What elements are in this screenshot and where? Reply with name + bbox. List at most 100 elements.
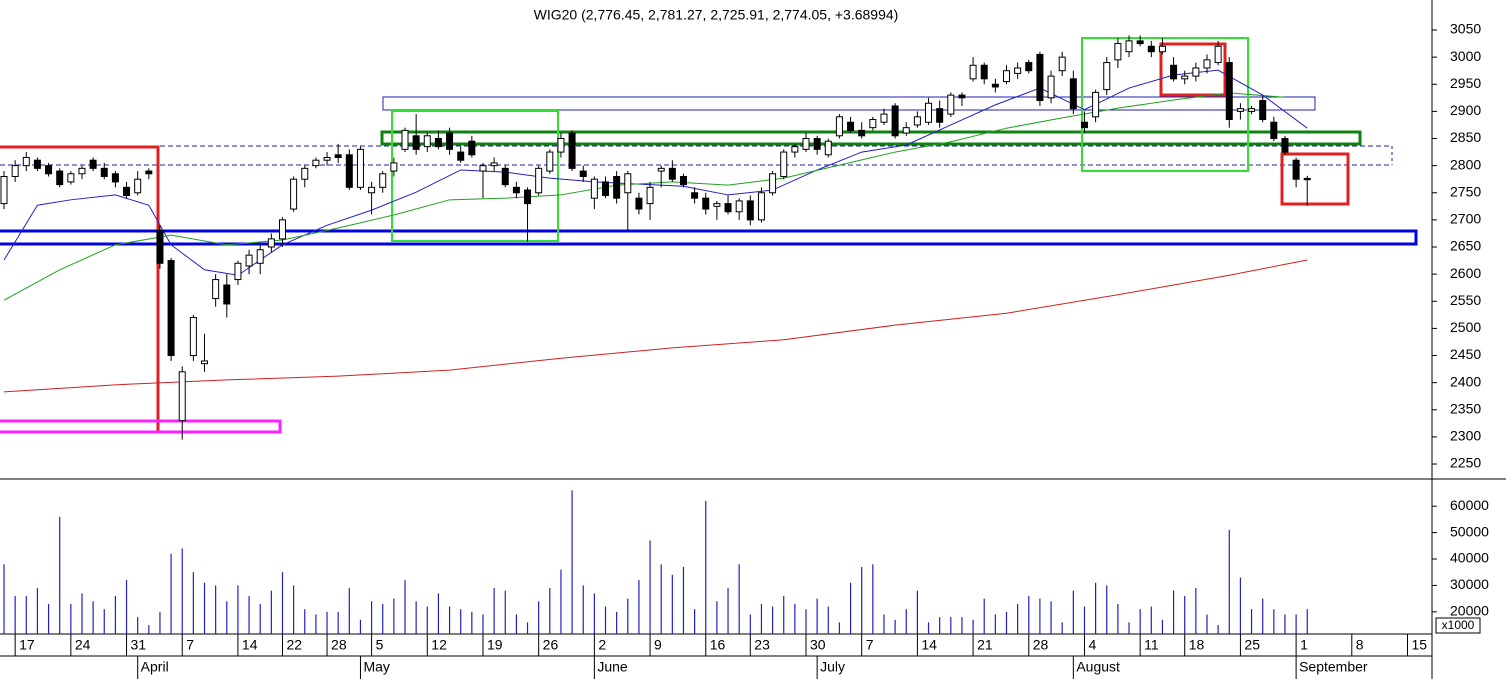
candle-body	[869, 119, 877, 129]
candle-body	[334, 154, 342, 158]
candle-body	[568, 132, 576, 169]
candle-body	[880, 113, 888, 123]
candle-body	[824, 140, 832, 156]
candle-body	[1192, 67, 1200, 77]
candle-body	[991, 83, 999, 88]
candle-body	[746, 200, 754, 221]
candle-body	[501, 167, 509, 186]
y-tick-label: 2400	[1450, 373, 1481, 389]
month-label: May	[363, 659, 389, 675]
x-tick-label: 12	[431, 637, 447, 653]
x-tick-label: 14	[921, 637, 937, 653]
candle-body	[512, 186, 520, 194]
candle-body	[323, 156, 331, 161]
y-tick-label: 3050	[1450, 21, 1481, 37]
y-tick-label: 2300	[1450, 428, 1481, 444]
candle-body	[390, 162, 398, 172]
x-tick-label: 22	[286, 637, 302, 653]
x-tick-label: 5	[376, 637, 384, 653]
candle-body	[1136, 40, 1144, 45]
moving-average	[3, 92, 1286, 301]
candle-body	[579, 170, 587, 177]
candle-body	[1058, 56, 1066, 72]
candle-body	[980, 64, 988, 80]
candle-body	[624, 173, 632, 194]
candle-body	[401, 129, 409, 150]
y-tick-label: 50000	[1450, 523, 1489, 539]
x-tick-label: 25	[1244, 637, 1260, 653]
candle-body	[178, 371, 186, 422]
candle-body	[769, 173, 777, 194]
y-tick-label: 2900	[1450, 102, 1481, 118]
candle-body	[212, 279, 220, 300]
candle-body	[1125, 40, 1133, 53]
candle-body	[457, 151, 465, 161]
candle-body	[256, 249, 264, 264]
candle-body	[1214, 45, 1222, 64]
candle-body	[223, 284, 231, 305]
unit-box	[1435, 617, 1481, 634]
y-tick-label: 20000	[1450, 603, 1489, 619]
candle-body	[412, 135, 420, 150]
candle-body	[56, 170, 64, 186]
candle-body	[1225, 62, 1233, 121]
candle-body	[724, 203, 732, 213]
candle-body	[301, 167, 309, 180]
candle-body	[423, 135, 431, 148]
candle-body	[1036, 53, 1044, 102]
candle-body	[1047, 75, 1055, 99]
candle-body	[379, 173, 387, 188]
x-tick-label: 23	[754, 637, 770, 653]
candle-body	[479, 165, 487, 172]
candle-body	[156, 230, 164, 264]
candle-body	[557, 138, 565, 153]
y-tick-label: 60000	[1450, 497, 1489, 513]
x-tick-label: 9	[654, 637, 662, 653]
candle-body	[835, 116, 843, 137]
candle-body	[278, 219, 286, 240]
y-tick-label: 30000	[1450, 576, 1489, 592]
candle-body	[1114, 43, 1122, 61]
chart-title: WIG20 (2,776.45, 2,781.27, 2,725.91, 2,7…	[534, 7, 899, 23]
candle-body	[702, 197, 710, 210]
candle-body	[1248, 108, 1256, 112]
x-tick-label: 7	[186, 637, 194, 653]
plot-area	[0, 35, 1311, 440]
candle-body	[791, 146, 799, 153]
candle-body	[89, 159, 97, 169]
candle-body	[735, 200, 743, 213]
green-band	[380, 130, 1362, 146]
candle-body	[1303, 177, 1311, 181]
candle-body	[189, 317, 197, 357]
candle-body	[11, 165, 19, 177]
y-tick-label: 40000	[1450, 550, 1489, 566]
month-label: April	[141, 659, 169, 675]
candle-body	[67, 173, 75, 183]
month-label: August	[1076, 659, 1120, 675]
candle-body	[958, 94, 966, 99]
candle-body	[434, 138, 442, 148]
y-tick-label: 2800	[1450, 156, 1481, 172]
candle-body	[936, 108, 944, 123]
month-label: June	[597, 659, 628, 675]
candle-body	[891, 105, 899, 137]
x-tick-label: 18	[1189, 637, 1205, 653]
x-tick-label: 19	[487, 637, 503, 653]
candle-body	[167, 260, 175, 357]
annotations	[0, 37, 1418, 434]
candle-body	[1103, 62, 1111, 91]
magenta-box	[0, 419, 282, 434]
candle-body	[22, 156, 30, 167]
candle-body	[1092, 91, 1100, 118]
x-tick-label: 8	[1356, 637, 1364, 653]
green-box	[391, 110, 559, 242]
x-tick-label: 21	[977, 637, 993, 653]
candle-body	[691, 192, 699, 199]
candle-body	[524, 189, 532, 205]
candle-body	[145, 170, 153, 175]
candle-body	[33, 159, 41, 169]
candle-body	[201, 360, 209, 365]
candle-body	[368, 186, 376, 194]
y-tick-label: 2850	[1450, 129, 1481, 145]
candle-body	[1158, 45, 1166, 53]
